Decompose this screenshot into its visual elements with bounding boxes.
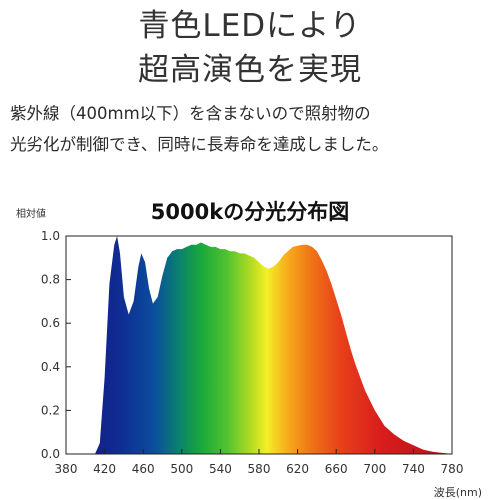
x-tick-label: 380 — [55, 462, 78, 476]
x-axis-label: 波長(nm) — [434, 486, 482, 499]
y-axis-label: 相対値 — [16, 209, 46, 220]
description-line-1: 紫外線（400mm以下）を含まないので照射物の — [10, 104, 371, 123]
y-tick-label: 1.0 — [41, 229, 60, 243]
plot-area: 380 420 460 500 540 580 620 660 700 740 780 0.0 0.2 0… — [41, 229, 482, 499]
x-tick-label: 420 — [93, 462, 116, 476]
x-tick-label: 660 — [325, 462, 348, 476]
x-tick-label: 700 — [363, 462, 386, 476]
x-tick-label: 540 — [209, 462, 232, 476]
x-tick-label: 780 — [441, 462, 464, 476]
y-tick-label: 0.4 — [41, 360, 60, 374]
chart-title: 5000kの分光分布図 — [150, 200, 350, 224]
x-tick-label: 500 — [170, 462, 193, 476]
y-tick-label: 0.2 — [41, 403, 60, 417]
x-tick-label: 620 — [286, 462, 309, 476]
y-tick-label: 0.8 — [41, 273, 60, 287]
headline-line-2: 超高演色を実現 — [138, 52, 362, 88]
description-line-2: 光劣化が制御でき、同時に長寿命を達成しました。 — [10, 135, 389, 154]
x-tick-label: 740 — [402, 462, 425, 476]
x-tick-label: 580 — [248, 462, 271, 476]
y-tick-label: 0.6 — [41, 316, 60, 330]
x-tick-label: 460 — [132, 462, 155, 476]
y-tick-label: 0.0 — [41, 447, 60, 461]
spectrum-area — [66, 236, 452, 454]
headline-line-1: 青色LEDにより — [138, 8, 362, 44]
